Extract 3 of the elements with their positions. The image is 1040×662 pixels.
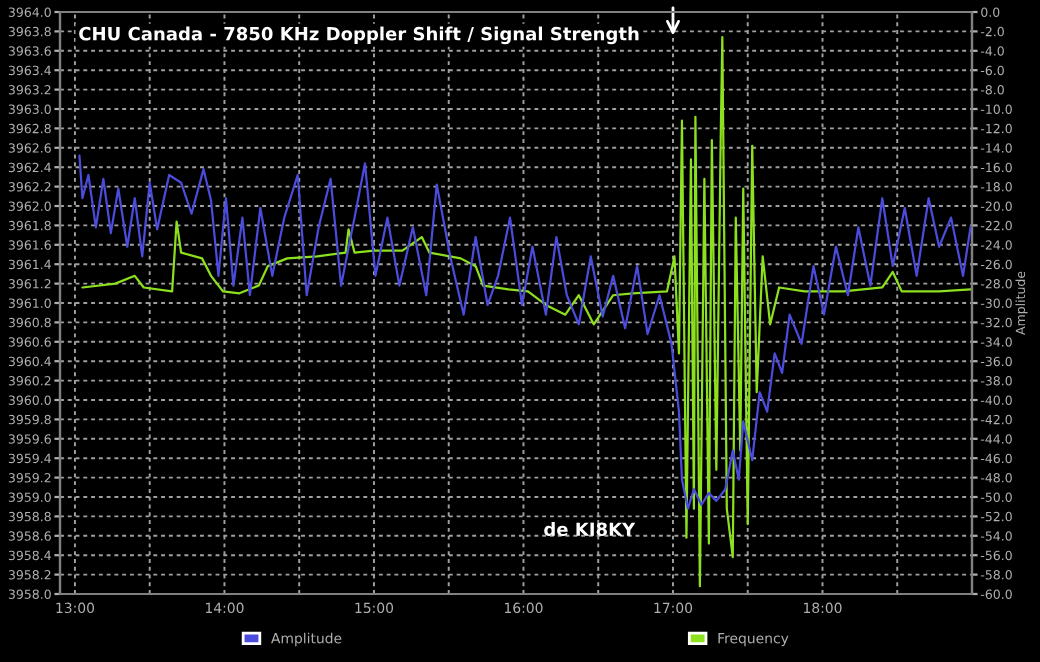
line-series	[78, 154, 972, 510]
annotation: de KI8KY	[544, 522, 636, 537]
text: CHU Canada - 7850 KHz Doppler Shift / Signal Strength	[79, 26, 639, 45]
